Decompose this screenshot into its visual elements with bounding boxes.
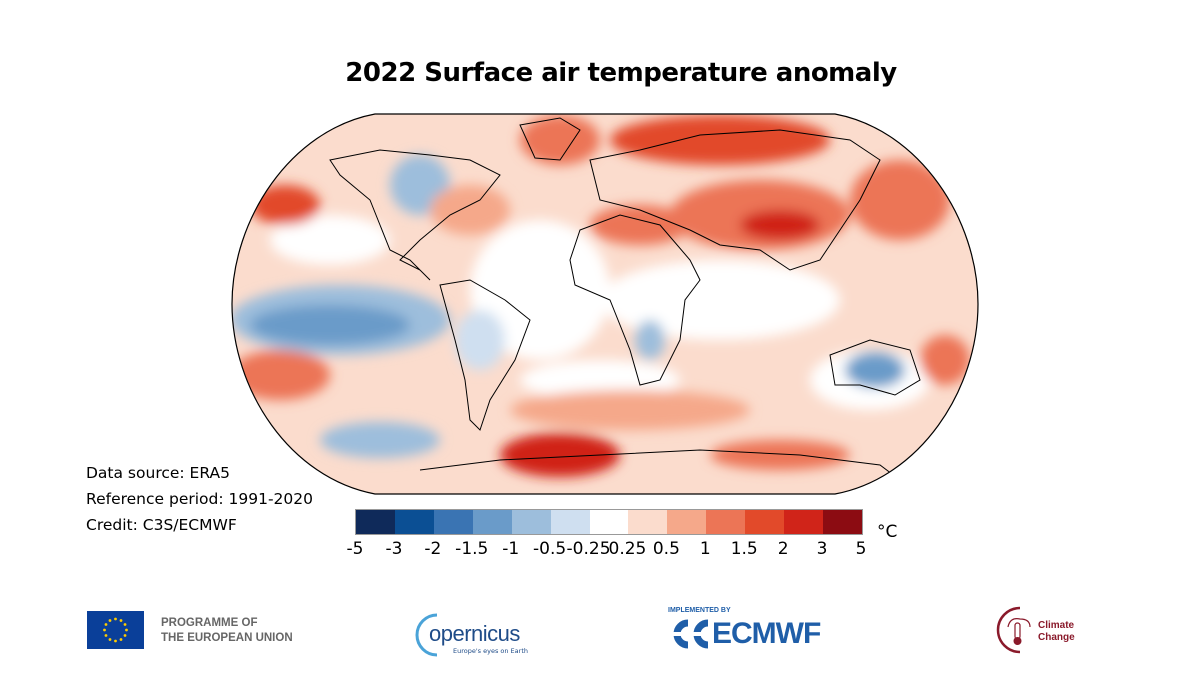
ecmwf-symbol-icon [672,619,710,649]
eu-star-icon [123,634,127,637]
eu-star-icon [104,634,108,637]
eu-star-icon [108,619,112,622]
eu-star-icon [123,623,127,626]
colorbar-tick-label: -3 [385,539,403,559]
colorbar [355,509,863,535]
footer-logos: PROGRAMME OF THE EUROPEAN UNION opernicu… [0,605,1200,657]
colorbar-tick-label: -1.5 [455,539,489,559]
climate-change-logo: Climate Change [990,605,1080,655]
colorbar-tick-label: 5 [855,539,867,559]
anomaly-field [232,114,978,494]
colorbar-tick-label: -0.25 [566,539,611,559]
eu-text-line-1: PROGRAMME OF [161,617,258,629]
reference-period: Reference period: 1991-2020 [86,490,313,508]
eu-flag-icon [87,611,144,649]
eu-star-icon [108,638,112,641]
eu-star-icon [103,628,106,632]
eu-star-icon [119,619,123,622]
climate-text: Climate [1038,620,1075,631]
colorbar-swatch [667,510,707,534]
colorbar-swatch [472,510,512,534]
copernicus-tagline: Europe's eyes on Earth [453,647,528,655]
eu-star-icon [119,638,123,641]
eu-star-icon [114,639,117,643]
colorbar-swatch [745,510,785,534]
colorbar-swatch [628,510,668,534]
colorbar-tick-label: 2 [777,539,789,559]
eu-programme-text: PROGRAMME OF THE EUROPEAN UNION [161,616,293,646]
colorbar-swatch [356,510,395,534]
map-border [231,113,979,495]
colorbar-tick-label: -0.5 [533,539,567,559]
credit: Credit: C3S/ECMWF [86,516,237,534]
colorbar-swatch [433,510,473,534]
thermometer-cloud-icon [996,606,1031,654]
colorbar-tick-label: 1 [699,539,711,559]
copernicus-logo: opernicus Europe's eyes on Earth [415,609,535,657]
change-text: Change [1038,632,1075,643]
colorbar-unit: °C [877,522,898,542]
colorbar-tick-label: 1.5 [730,539,758,559]
eu-star-icon [114,617,117,621]
eu-text-line-2: THE EUROPEAN UNION [161,632,293,644]
ecmwf-name: ECMWF [712,617,821,650]
colorbar-ticks: -5 -3 -2 -1.5 -1 -0.5 -0.25 0.25 0.5 1 1.5 2 3 5 [347,539,867,563]
eu-star-icon [125,628,128,632]
colorbar-swatch [706,510,746,534]
copernicus-name: opernicus [429,621,520,646]
colorbar-tick-label: 3 [816,539,828,559]
copernicus-arc-icon [415,613,438,657]
colorbar-tick-label: 0.5 [652,539,680,559]
colorbar-tick-label: -2 [424,539,442,559]
ecmwf-implemented-by: IMPLEMENTED BY [668,607,731,614]
colorbar-swatch [589,510,629,534]
colorbar-tick-label: -1 [502,539,520,559]
world-anomaly-map [231,113,979,495]
colorbar-swatch [511,510,551,534]
colorbar-swatch [784,510,824,534]
eu-star-icon [104,623,108,626]
colorbar-tick-label: -5 [346,539,364,559]
coastlines [329,117,921,481]
colorbar-swatch [394,510,434,534]
data-source: Data source: ERA5 [86,464,230,482]
colorbar-tick-label: 0.25 [608,539,647,559]
metadata: Data source: ERA5 Reference period: 1991… [86,460,313,538]
map-title: 2022 Surface air temperature anomaly [345,58,897,88]
colorbar-swatch [823,510,862,534]
colorbar-swatch [550,510,590,534]
